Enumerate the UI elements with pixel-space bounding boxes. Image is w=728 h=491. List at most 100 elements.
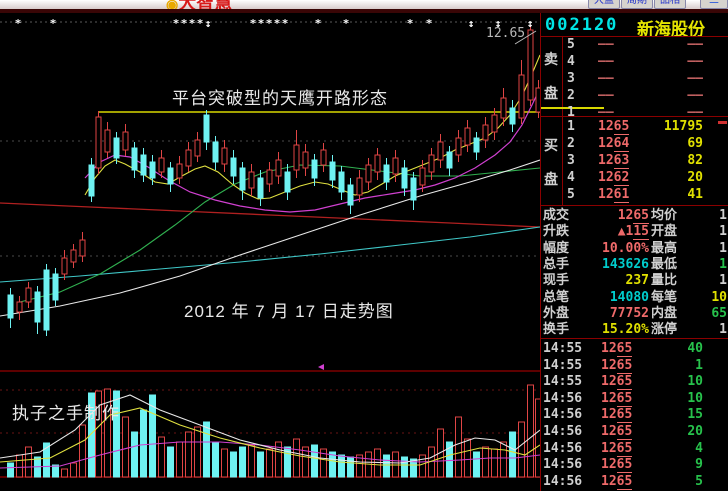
sell-volume: ——	[687, 71, 703, 86]
sell-price: ——	[598, 37, 614, 52]
ma-red	[0, 202, 541, 228]
candle-body	[248, 171, 255, 189]
tick-volume: 40	[687, 341, 703, 356]
volume-bar	[203, 421, 210, 478]
candle-body	[7, 294, 14, 319]
buy-level: 2	[567, 136, 575, 151]
volume-bar	[491, 448, 498, 478]
stat-label: 成交	[543, 208, 570, 223]
sell-price: ——	[598, 71, 614, 86]
stat-value: 143626	[602, 256, 649, 272]
stock-code: 002120	[545, 15, 619, 35]
tick-time: 14:56	[543, 424, 583, 439]
stat-label-right: 每笔	[651, 289, 678, 305]
buy-signal-icon	[318, 364, 324, 370]
volume-bar	[185, 431, 192, 478]
candle-body	[374, 154, 381, 173]
toolbar-button-0[interactable]: 大盘	[588, 0, 620, 9]
candle-body	[34, 291, 41, 323]
candle-body	[16, 301, 23, 313]
candle-body	[230, 157, 237, 177]
quote-panel: 002120 新海股份 卖 盘 买 盘 5 —— —— 4 —— —— 3 —— —— 2 —— ——…	[540, 13, 728, 491]
volume-bar	[473, 451, 480, 478]
volume-bar	[176, 441, 183, 478]
volume-bar	[79, 424, 86, 478]
stat-label: 升跌	[543, 224, 570, 240]
tick-time: 14:55	[543, 374, 583, 390]
volume-bar	[347, 456, 354, 478]
volume-bar	[518, 421, 525, 478]
volume-bar	[401, 456, 408, 478]
candle-body	[194, 139, 201, 157]
candle-body	[149, 161, 156, 179]
volume-bar	[500, 441, 507, 478]
stat-value: 15.20%	[602, 322, 649, 338]
info-marker-icon: *	[250, 17, 257, 30]
info-marker-icon: *	[407, 17, 414, 30]
toolbar-button-1[interactable]: 周期	[621, 0, 653, 9]
volume-bar	[16, 454, 23, 478]
candle-body	[437, 141, 444, 161]
volume-bar	[275, 441, 282, 478]
titlebar-divider	[0, 9, 728, 13]
stock-name: 新海股份	[637, 20, 705, 40]
volume-bar	[140, 409, 147, 478]
volume-bar	[149, 394, 156, 478]
candle-body	[140, 154, 147, 176]
candle-body	[500, 97, 507, 119]
volume-bar	[95, 390, 102, 478]
stat-label: 总笔	[543, 289, 570, 305]
tick-price: 1265	[601, 457, 633, 474]
toolbar-button-2[interactable]: 品相	[654, 0, 686, 9]
candle-body	[95, 116, 102, 169]
info-marker-icon: ↕	[495, 17, 502, 30]
volume-bar	[167, 446, 174, 478]
sell-price: ——	[598, 54, 614, 69]
volume-bar	[248, 444, 255, 478]
stat-value-right: 1	[719, 256, 727, 272]
tick-time: 14:56	[543, 407, 583, 423]
candle-body	[419, 167, 426, 186]
candle-body	[43, 269, 50, 331]
tick-price: 1265	[601, 341, 633, 357]
volume-bar	[302, 446, 309, 478]
buy-label-char2: 盘	[544, 172, 558, 188]
candle-body	[320, 149, 327, 166]
volume-bar	[311, 444, 318, 478]
tick-price: 1265	[601, 424, 633, 440]
volume-bar	[25, 446, 32, 478]
volume-bar	[356, 454, 363, 478]
candle-body	[482, 124, 489, 141]
sell-label-char: 卖	[544, 52, 558, 68]
buy-price: 1262	[598, 170, 630, 186]
candle-body	[464, 127, 471, 146]
buy-volume: 69	[687, 136, 703, 151]
volume-bar	[158, 436, 165, 478]
info-marker-icon: *	[426, 17, 433, 30]
divider	[541, 116, 728, 117]
candle-body	[527, 29, 534, 101]
sell-volume: ——	[687, 88, 703, 103]
info-marker-icon: *	[282, 17, 289, 30]
candle-body	[176, 163, 183, 179]
candle-body	[239, 167, 246, 191]
info-marker-icon: *	[189, 17, 196, 30]
stat-value-right: 1	[719, 273, 727, 289]
volume-bar	[239, 446, 246, 478]
current-price-marker	[541, 107, 604, 109]
app-logo-text: 大智慧	[178, 0, 232, 9]
tick-price: 1265	[601, 374, 633, 391]
candle-body	[203, 114, 210, 143]
candlestick-chart[interactable]: * * * * * * ↕ * * * * * * * * * ↕ ↕ ↕ 平台突破型的天鹰开路形态 2012 年 7…	[0, 0, 542, 491]
candle-body	[25, 287, 32, 303]
candle-body	[365, 164, 372, 183]
tick-volume: 4	[695, 440, 703, 456]
volume-bar	[293, 438, 300, 478]
scroll-indicator	[718, 121, 727, 124]
sell-level: 3	[567, 71, 575, 86]
tick-volume: 5	[695, 473, 703, 489]
menu-icon[interactable]: 三	[700, 0, 728, 9]
stat-label-right: 开盘	[651, 224, 678, 240]
